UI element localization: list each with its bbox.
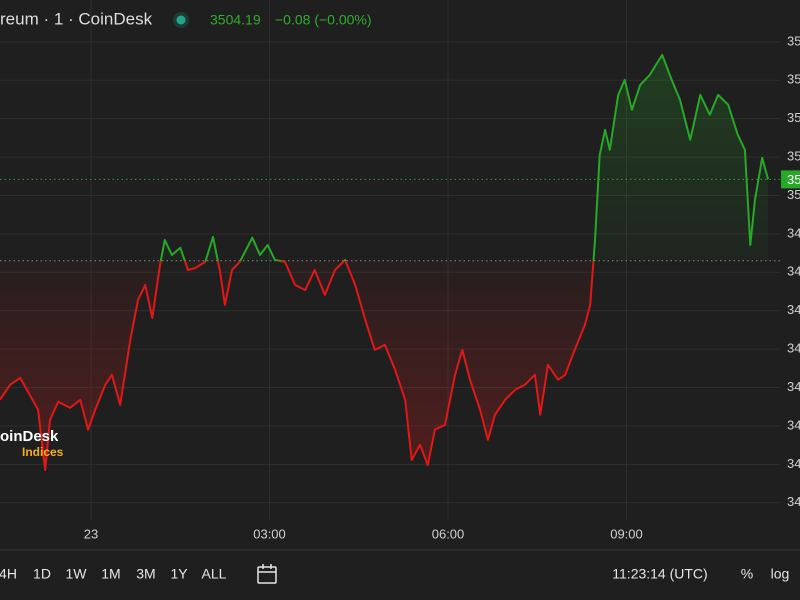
last-price-label: 35 <box>787 172 800 187</box>
range-button[interactable]: 1Y <box>170 566 188 582</box>
range-button[interactable]: 1M <box>101 566 120 582</box>
y-tick-label: 34 <box>787 341 800 356</box>
x-tick-label: 09:00 <box>610 526 643 541</box>
watermark-name: oinDesk <box>0 428 59 445</box>
header-change: −0.08 (−0.00%) <box>275 12 372 28</box>
range-button[interactable]: ALL <box>202 566 227 582</box>
price-line <box>0 53 770 472</box>
calendar-icon[interactable] <box>257 564 277 584</box>
y-tick-label: 34 <box>787 494 800 509</box>
y-tick-label: 35 <box>787 149 800 164</box>
clock: 11:23:14 (UTC) <box>612 566 707 582</box>
calendar-body <box>257 566 277 584</box>
y-tick-label: 35 <box>787 33 800 48</box>
x-tick-label: 23 <box>84 526 98 541</box>
symbol-title: reum · 1 · CoinDesk <box>0 9 153 28</box>
y-tick-label: 34 <box>787 302 800 317</box>
y-tick-label: 34 <box>787 225 800 240</box>
status-dot <box>176 15 186 25</box>
percent-toggle[interactable]: % <box>741 566 753 582</box>
y-tick-label: 34 <box>787 456 800 471</box>
y-tick-label: 35 <box>787 72 800 87</box>
range-button[interactable]: 4H <box>0 566 17 582</box>
watermark-sub: Indices <box>22 445 64 459</box>
header-price: 3504.19 <box>210 12 261 28</box>
x-tick-label: 06:00 <box>432 526 465 541</box>
y-tick-label: 35 <box>787 110 800 125</box>
y-tick-label: 34 <box>787 264 800 279</box>
last-price-tag <box>781 170 800 189</box>
range-button[interactable]: 3M <box>136 566 155 582</box>
baseline-area <box>0 54 769 471</box>
y-tick-label: 34 <box>787 417 800 432</box>
y-tick-label: 34 <box>787 379 800 394</box>
x-tick-label: 03:00 <box>253 526 286 541</box>
log-toggle[interactable]: log <box>771 566 790 582</box>
range-button[interactable]: 1W <box>66 566 88 582</box>
range-button[interactable]: 1D <box>33 566 51 582</box>
y-tick-label: 35 <box>787 187 800 202</box>
